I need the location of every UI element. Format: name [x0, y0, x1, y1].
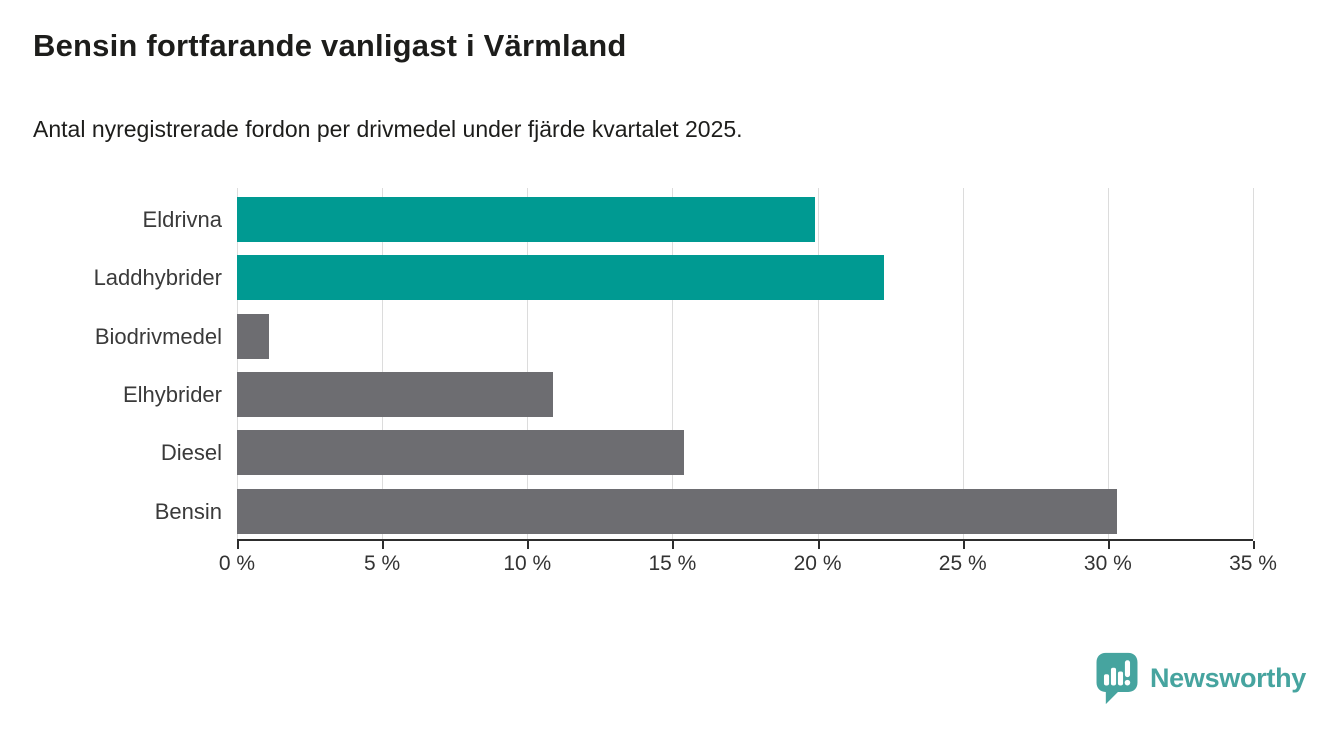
x-axis-tick-15: [672, 541, 675, 549]
bar-eldrivna: [237, 197, 815, 242]
x-axis-tick-label: 20 %: [793, 552, 842, 575]
x-axis-tick-25: [962, 541, 965, 549]
bar-chart-plot-area: [237, 188, 1254, 541]
bar-diesel: [237, 430, 685, 476]
x-axis-tick-5: [382, 541, 385, 549]
x-axis-tick-label: 15 %: [648, 552, 697, 575]
category-label-bensin: Bensin: [154, 498, 222, 524]
bar-laddhybrider: [237, 255, 885, 301]
category-label-eldrivna: Eldrivna: [142, 207, 222, 232]
x-axis-tick-10: [527, 541, 530, 549]
newsworthy-logo: Newsworthy: [1094, 651, 1306, 705]
gridline-15: [672, 188, 674, 539]
x-axis-tick-label: 25 %: [938, 552, 987, 575]
x-axis-tick-label: 5 %: [364, 552, 401, 575]
x-axis-tick-20: [817, 541, 820, 549]
newsworthy-pin-bar-chart-icon: [1096, 652, 1138, 705]
x-axis-tick-label: 30 %: [1083, 552, 1132, 575]
x-axis-tick-35: [1253, 541, 1255, 549]
gridline-10: [527, 188, 529, 539]
gridline-25: [962, 188, 964, 539]
gridline-0: [237, 188, 238, 539]
category-label-laddhybrider: Laddhybrider: [93, 265, 222, 291]
gridline-5: [382, 188, 384, 539]
category-label-biodrivmedel: Biodrivmedel: [94, 323, 222, 349]
chart-subtitle: Antal nyregistrerade fordon per drivmede…: [33, 116, 743, 142]
gridline-20: [817, 188, 819, 539]
x-axis-tick-label: 10 %: [503, 552, 552, 575]
category-label-diesel: Diesel: [160, 440, 222, 466]
x-axis-tick-label: 0 %: [218, 552, 256, 575]
gridline-35: [1253, 188, 1254, 539]
bar-bensin: [237, 488, 1117, 534]
x-axis-tick-0: [237, 541, 239, 549]
x-axis-tick-30: [1107, 541, 1110, 549]
category-label-elhybrider: Elhybrider: [122, 381, 222, 407]
gridline-30: [1107, 188, 1109, 539]
bar-elhybrider: [237, 371, 554, 417]
x-axis-tick-label: 35 %: [1229, 552, 1277, 575]
bar-biodrivmedel: [237, 313, 269, 359]
chart-title: Bensin fortfarande vanligast i Värmland: [33, 28, 627, 63]
newsworthy-logo-text: Newsworthy: [1149, 662, 1306, 693]
